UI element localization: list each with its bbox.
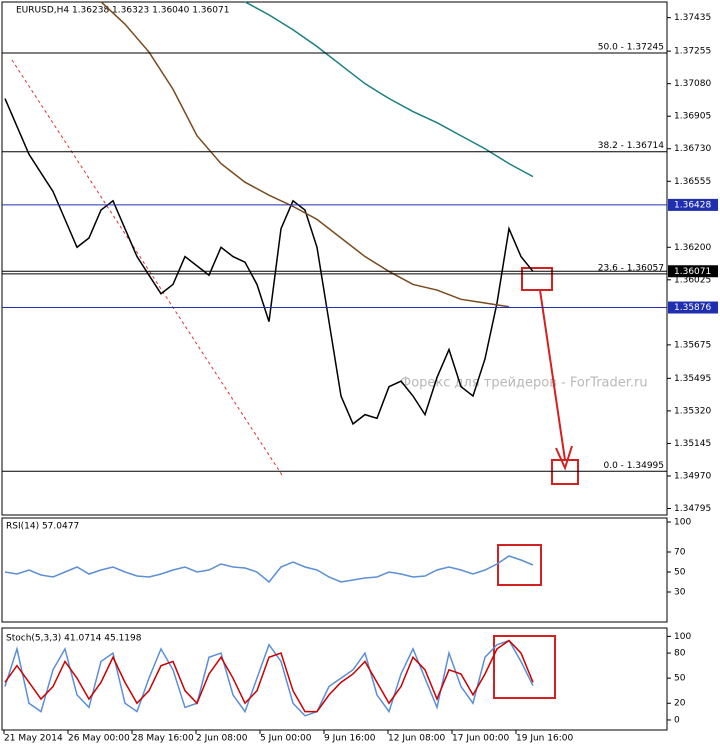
level-label: 1.36428	[674, 200, 711, 210]
y-tick-label: 1.36200	[674, 243, 711, 253]
x-tick-label: 21 May 2014	[4, 734, 63, 744]
y-tick-label: 100	[674, 518, 691, 528]
y-tick-label: 1.37080	[674, 79, 711, 89]
stoch-title: Stoch(5,3,3) 41.0714 45.1198	[6, 634, 142, 644]
y-tick-label: 1.35675	[674, 340, 711, 350]
arrow	[539, 289, 566, 461]
series-line	[244, 1, 534, 178]
x-tick-label: 9 Jun 16:00	[324, 734, 376, 744]
y-tick-label: 1.36905	[674, 112, 711, 122]
y-tick-label: 70	[674, 548, 686, 558]
x-tick-label: 19 Jun 16:00	[516, 734, 573, 744]
x-tick-label: 2 Jun 08:00	[196, 734, 248, 744]
current-box	[668, 265, 718, 278]
y-tick-label: 100	[674, 632, 691, 642]
series-line	[100, 1, 510, 308]
x-tick-label: 28 May 16:00	[132, 734, 194, 744]
fib-label: 50.0 - 1.37245	[598, 42, 664, 52]
main-panel	[1, 1, 668, 516]
x-tick-label: 5 Jun 00:00	[260, 734, 312, 744]
y-tick-label: 1.37435	[674, 13, 711, 23]
level-label: 1.35876	[674, 303, 711, 313]
box	[497, 544, 542, 586]
y-tick-label: 20	[674, 699, 686, 709]
y-tick-label: 1.37255	[674, 47, 711, 57]
fib-line	[11, 59, 283, 476]
x-tick-label: 12 Jun 08:00	[388, 734, 445, 744]
rsi-panel	[1, 517, 668, 623]
y-tick-label: 1.36555	[674, 177, 711, 187]
y-tick-label: 1.35320	[674, 406, 711, 416]
stoch-panel	[1, 627, 668, 731]
y-tick-label: 0	[674, 715, 680, 725]
y-tick-label: 1.36730	[674, 144, 711, 154]
y-tick-label: 30	[674, 588, 686, 598]
current-label: 1.36071	[674, 267, 711, 277]
y-tick-label: 1.36025	[674, 275, 711, 285]
annotations	[493, 267, 579, 699]
header: EURUSD,H4 1.36238 1.36323 1.36040 1.3607…	[16, 6, 229, 16]
x-tick-label: 26 May 00:00	[68, 734, 130, 744]
y-tick-label: 1.35495	[674, 374, 711, 384]
level-box	[668, 198, 718, 211]
series-line	[4, 555, 534, 584]
y-tick-label: 1.35145	[674, 439, 711, 449]
y-tick-label: 50	[674, 674, 686, 684]
fib-label: 0.0 - 1.34995	[604, 461, 665, 471]
y-tick-label: 50	[674, 568, 686, 578]
series-line	[4, 639, 534, 713]
rsi-title: RSI(14) 57.0477	[6, 522, 79, 532]
y-tick-label: 1.34970	[674, 471, 711, 481]
y-tick-label: 1.34795	[674, 504, 711, 514]
fib-label: 23.6 - 1.36057	[598, 263, 664, 273]
x-tick-label: 17 Jun 00:00	[452, 734, 509, 744]
arrow-head	[555, 445, 573, 471]
box	[521, 267, 553, 291]
box	[493, 635, 556, 699]
y-tick-label: 80	[674, 649, 686, 659]
level-box	[668, 301, 718, 314]
series-line	[4, 639, 534, 717]
series-line	[4, 98, 534, 426]
fib-label: 38.2 - 1.36714	[598, 141, 664, 151]
